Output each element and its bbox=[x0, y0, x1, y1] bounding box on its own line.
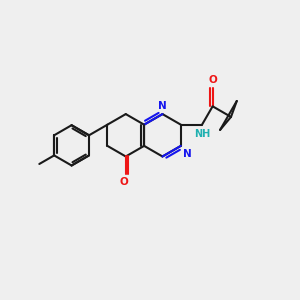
Text: N: N bbox=[158, 100, 167, 110]
Text: O: O bbox=[120, 177, 129, 187]
Text: O: O bbox=[208, 75, 217, 85]
Text: NH: NH bbox=[194, 128, 210, 139]
Text: N: N bbox=[183, 149, 192, 159]
